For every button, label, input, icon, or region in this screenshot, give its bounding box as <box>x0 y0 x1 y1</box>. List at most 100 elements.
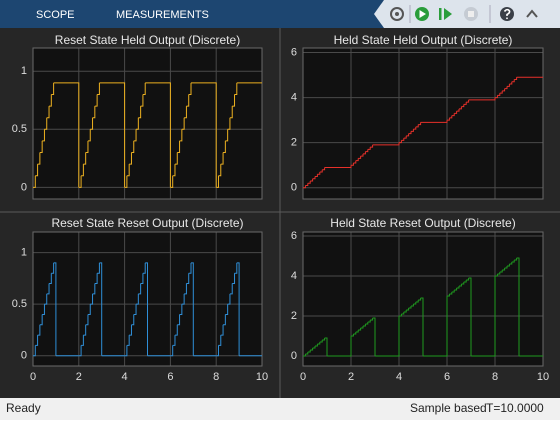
line-step <box>415 124 419 128</box>
status-text: Ready <box>6 401 41 415</box>
line-step <box>87 304 91 315</box>
line-step <box>315 174 318 177</box>
line-step <box>174 152 178 165</box>
line-step <box>360 153 364 157</box>
line-step <box>504 266 508 269</box>
line-step <box>85 140 89 154</box>
line-step <box>92 283 96 295</box>
status-bar <box>0 398 560 420</box>
y-tick-label: 2 <box>291 137 297 149</box>
line-step <box>232 94 236 107</box>
line-step <box>463 280 467 283</box>
x-tick-label: 6 <box>444 371 450 383</box>
line-step <box>310 178 314 182</box>
line-step <box>83 152 87 165</box>
y-tick-label: 6 <box>291 230 297 242</box>
line-step <box>358 328 362 331</box>
line-step <box>408 306 412 309</box>
line-step <box>33 345 36 357</box>
line-step <box>216 175 219 188</box>
line-step <box>39 140 43 154</box>
axes-title: Held State Reset Output (Discrete) <box>330 216 515 230</box>
line-step <box>372 142 400 146</box>
line-step <box>322 167 326 171</box>
line-step <box>303 354 306 357</box>
line-step <box>136 117 139 130</box>
tab-measurements[interactable]: MEASUREMENTS <box>116 9 209 21</box>
line-step <box>466 99 470 103</box>
line-step <box>94 94 98 107</box>
line-step <box>53 82 80 188</box>
axes-title: Held State Held Output (Discrete) <box>334 33 513 47</box>
line-step <box>319 340 323 343</box>
line-step <box>142 262 146 274</box>
line-step <box>514 77 518 81</box>
x-tick-label: 10 <box>256 371 268 383</box>
line-step <box>177 140 181 154</box>
line-step <box>90 293 94 305</box>
tab-scope[interactable]: SCOPE <box>36 9 75 21</box>
y-tick-label: 4 <box>291 270 297 282</box>
line-step <box>136 293 139 305</box>
line-step <box>35 164 39 177</box>
x-tick-label: 8 <box>213 371 219 383</box>
line-step <box>319 169 323 173</box>
axes-frame <box>32 47 263 200</box>
line-step <box>138 106 142 119</box>
line-step <box>186 273 190 285</box>
y-tick-label: 0 <box>21 350 27 362</box>
stop-button[interactable] <box>464 7 478 21</box>
line-step <box>133 304 137 315</box>
line-step <box>172 164 176 177</box>
line-step <box>232 273 236 285</box>
line-step <box>191 82 217 188</box>
line-step <box>138 283 142 295</box>
y-tick-label: 0 <box>291 350 297 362</box>
x-tick-label: 2 <box>348 371 354 383</box>
line-step <box>403 310 407 313</box>
line-step <box>324 165 352 168</box>
line-step <box>499 270 503 273</box>
line-step <box>312 176 316 180</box>
line-step <box>401 138 405 141</box>
line-step <box>227 293 231 305</box>
line-step <box>172 335 176 346</box>
line-step <box>372 317 376 356</box>
line-step <box>315 344 318 347</box>
collapse-button[interactable] <box>526 9 538 18</box>
line-step <box>507 264 510 267</box>
line-step <box>90 117 94 130</box>
line-step <box>461 104 465 108</box>
y-tick-label: 1 <box>21 65 27 77</box>
line-step <box>46 106 50 119</box>
line-step <box>33 175 36 188</box>
line-step <box>403 135 407 139</box>
line-step <box>468 97 496 101</box>
run-button[interactable] <box>415 7 429 21</box>
line-step <box>406 133 410 137</box>
line-step <box>468 277 472 356</box>
line-step <box>507 84 510 87</box>
line-step <box>307 350 311 353</box>
line-step <box>170 175 174 188</box>
x-tick-label: 2 <box>76 371 82 383</box>
line-step <box>39 314 43 326</box>
axes-frame <box>32 231 263 367</box>
settings-button[interactable] <box>390 7 404 21</box>
sample-mode: Sample based <box>410 401 487 415</box>
line-step <box>307 180 311 184</box>
axes-background <box>303 48 543 199</box>
line-step <box>413 302 417 305</box>
line-step <box>170 345 174 357</box>
line-step <box>184 283 187 295</box>
step-forward-button[interactable] <box>439 8 452 20</box>
line-step <box>99 82 126 188</box>
line-step <box>234 262 238 274</box>
line-step <box>495 95 498 99</box>
line-step <box>504 86 508 90</box>
help-button[interactable] <box>500 7 514 21</box>
line-step <box>49 273 52 285</box>
line-step <box>220 152 224 165</box>
x-tick-label: 10 <box>537 371 549 383</box>
